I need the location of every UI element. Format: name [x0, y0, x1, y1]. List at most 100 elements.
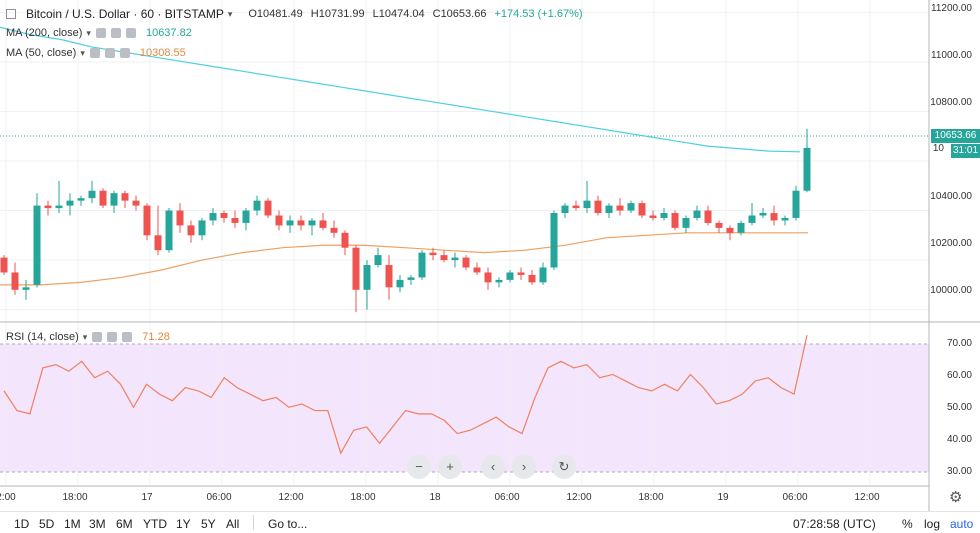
ma200-value: 10637.82 — [145, 27, 192, 39]
ohlc-open: O10481.49 — [248, 8, 303, 20]
eye-icon[interactable] — [92, 332, 103, 342]
price-axis-label-partial: 10 — [932, 143, 944, 154]
candle-body — [154, 235, 162, 251]
last-price-tag: 10653.66 — [931, 129, 980, 143]
eye-icon[interactable] — [89, 48, 100, 58]
close-icon[interactable] — [119, 48, 130, 58]
candle-body — [341, 232, 349, 248]
zoom-in-button[interactable]: + — [438, 455, 462, 479]
candle-body — [143, 205, 151, 236]
ohlc-change: +174.53 (+1.67%) — [494, 8, 583, 20]
auto-toggle[interactable]: auto — [950, 517, 974, 531]
candle-body — [561, 205, 569, 214]
reset-chart-button[interactable]: ↻ — [552, 455, 576, 479]
range-3m[interactable]: 3M — [89, 517, 106, 531]
range-1d[interactable]: 1D — [14, 517, 30, 531]
close-icon[interactable] — [122, 332, 133, 342]
time-axis-label: 19 — [717, 492, 729, 503]
candle-body — [737, 222, 745, 233]
price-axis-label: 10800.00 — [930, 97, 972, 108]
candle-body — [352, 247, 360, 290]
rsi-value: 71.28 — [142, 331, 170, 343]
candle-body — [671, 213, 679, 228]
price-axis-label: 11000.00 — [931, 50, 972, 61]
candle-body — [440, 255, 448, 261]
chevron-down-icon[interactable]: ▾ — [86, 27, 91, 38]
time-axis-label: 06:00 — [782, 492, 808, 503]
candle-body — [264, 200, 272, 216]
range-6m[interactable]: 6M — [116, 517, 133, 531]
eye-icon[interactable] — [95, 28, 106, 38]
range-1m[interactable]: 1M — [64, 517, 81, 531]
candle-body — [473, 267, 481, 273]
ma200-label[interactable]: MA (200, close) — [6, 27, 83, 39]
settings-icon[interactable] — [104, 48, 115, 58]
rsi-label[interactable]: RSI (14, close) — [6, 331, 79, 343]
time-axis-label: 12:00 — [854, 492, 880, 503]
goto-button[interactable]: Go to... — [268, 517, 308, 531]
candle-body — [187, 225, 195, 236]
candle-body — [462, 257, 470, 268]
candle-body — [770, 213, 778, 221]
candle-body — [572, 205, 580, 209]
rsi-axis-label: 50.00 — [946, 402, 972, 413]
chevron-down-icon[interactable]: ▾ — [82, 331, 88, 342]
candle-body — [297, 220, 305, 226]
time-axis-label: 18:00 — [638, 492, 664, 503]
candle-body — [385, 265, 393, 288]
settings-icon[interactable] — [107, 332, 118, 342]
ma50-legend: MA (50, close) ▾ 10308.55 — [6, 47, 186, 59]
candle-body — [715, 222, 723, 228]
candle-body — [33, 205, 41, 285]
candle-body — [638, 203, 646, 216]
candle-body — [693, 210, 701, 218]
candle-body — [242, 210, 250, 223]
scroll-forward-button[interactable]: › — [512, 455, 536, 479]
range-ytd[interactable]: YTD — [143, 517, 167, 531]
settings-icon[interactable] — [110, 28, 121, 38]
collapse-legend-icon[interactable] — [6, 9, 16, 19]
percent-toggle[interactable]: % — [902, 517, 913, 531]
zoom-out-button[interactable]: − — [407, 455, 431, 479]
candle-body — [484, 272, 492, 283]
time-axis-label: 18:00 — [350, 492, 376, 503]
rsi-legend: RSI (14, close) ▾ 71.28 — [6, 331, 170, 343]
ohlc-high: H10731.99 — [310, 8, 365, 20]
price-axis-label: 10000.00 — [930, 285, 972, 296]
utc-clock[interactable]: 07:28:58 (UTC) — [793, 517, 876, 531]
ma50-label[interactable]: MA (50, close) — [6, 47, 77, 59]
candle-body — [451, 257, 459, 261]
candle-body — [550, 213, 558, 268]
symbol-legend: Bitcoin / U.S. Dollar · 60 · BITSTAMP ▾ … — [6, 7, 583, 21]
scroll-back-button[interactable]: ‹ — [481, 455, 505, 479]
log-toggle[interactable]: log — [924, 517, 941, 531]
ma200-line — [0, 26, 801, 153]
candle-body — [418, 252, 426, 278]
chevron-down-icon[interactable]: ▾ — [227, 8, 233, 19]
toolbar-divider — [253, 515, 254, 530]
candle-body — [616, 205, 624, 211]
rsi-band — [0, 344, 929, 472]
candle-body — [209, 213, 217, 221]
candle-body — [583, 200, 591, 209]
chevron-down-icon[interactable]: ▾ — [80, 47, 85, 58]
close-icon[interactable] — [125, 28, 136, 38]
time-axis-label: 18:00 — [62, 492, 88, 503]
candle-body — [374, 255, 382, 266]
gear-icon[interactable]: ⚙ — [949, 489, 963, 506]
symbol-title[interactable]: Bitcoin / U.S. Dollar · 60 · BITSTAMP — [26, 7, 224, 21]
candle-body — [506, 272, 514, 280]
candle-body — [429, 252, 437, 256]
candle-body — [11, 272, 19, 290]
range-5d[interactable]: 5D — [39, 517, 55, 531]
range-5y[interactable]: 5Y — [201, 517, 216, 531]
candle-body — [99, 190, 107, 206]
candle-body — [165, 210, 173, 251]
candle-body — [286, 220, 294, 226]
range-all[interactable]: All — [226, 517, 240, 531]
range-1y[interactable]: 1Y — [176, 517, 191, 531]
rsi-axis-label: 70.00 — [946, 338, 972, 349]
time-axis-label: 18 — [429, 492, 441, 503]
candle-body — [517, 272, 525, 275]
